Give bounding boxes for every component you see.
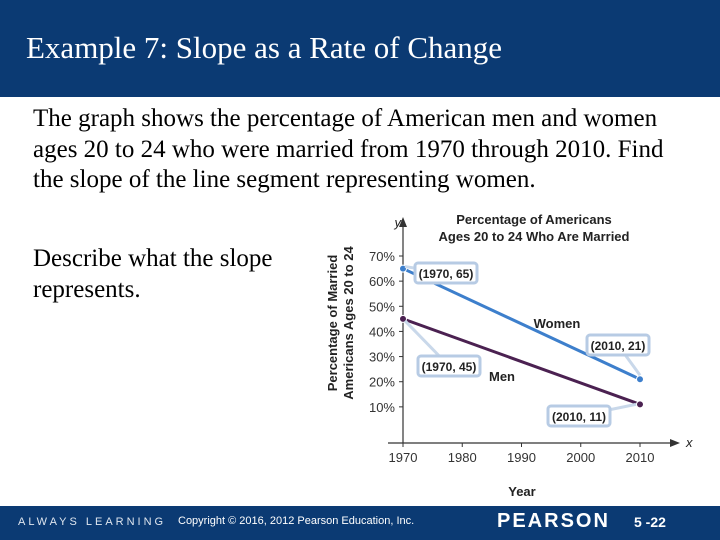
callout-men-1970-box: [416, 354, 482, 378]
x-tick-label: 1980: [448, 450, 477, 465]
y-tick-label: 40%: [369, 324, 395, 339]
y-tick-label: 10%: [369, 400, 395, 415]
y-axis-letter: y: [394, 215, 403, 230]
x-tick-label: 2000: [566, 450, 595, 465]
x-axis-label: Year: [508, 484, 535, 499]
problem-text: The graph shows the percentage of Americ…: [33, 105, 664, 193]
callout-women-2010-box: [585, 333, 651, 357]
chart-title-line: Percentage of Americans: [456, 212, 612, 227]
y-tick-label: 30%: [369, 350, 395, 365]
women-point: [399, 264, 407, 273]
series-label-women: Women: [534, 316, 581, 331]
y-axis-label-line: Americans Ages 20 to 24: [341, 246, 356, 400]
men-line: [402, 317, 641, 406]
callout-men-2010-text: (2010, 11): [552, 410, 606, 424]
slide-title: Example 7: Slope as a Rate of Change: [26, 30, 503, 65]
women-line: [402, 267, 641, 381]
y-tick-label: 20%: [369, 375, 395, 390]
question-text: Describe what the slope represents.: [33, 245, 273, 303]
men-point: [399, 314, 407, 323]
page-number: 5 -22: [634, 514, 666, 530]
callout-women-2010-text: (2010, 21): [591, 339, 646, 353]
pearson-logo: PEARSON: [497, 510, 610, 532]
x-tick-label: 2010: [626, 450, 655, 465]
women-point: [636, 375, 644, 384]
series-label-men: Men: [489, 369, 515, 384]
y-tick-label: 70%: [369, 249, 395, 264]
y-axis-arrow: [399, 217, 407, 227]
y-axis-label-line: Percentage of Married: [325, 255, 340, 392]
title-bar: Example 7: Slope as a Rate of Change: [0, 0, 720, 97]
footer-tagline: ALWAYS LEARNING: [18, 516, 167, 528]
callout-men-1970-text: (1970, 45): [422, 360, 477, 374]
men-point: [636, 400, 644, 409]
y-tick-label: 60%: [369, 274, 395, 289]
callout-women-1970-text: (1970, 65): [419, 267, 474, 281]
callout-men-2010-box: [546, 404, 612, 428]
x-tick-label: 1970: [389, 450, 418, 465]
y-tick-label: 50%: [369, 299, 395, 314]
footer-copyright: Copyright © 2016, 2012 Pearson Education…: [178, 515, 415, 527]
x-axis-letter: x: [685, 435, 693, 450]
married-chart: Percentage of Americans Ages 20 to 24 Who…: [325, 212, 693, 499]
callout-women-1970-box: [413, 261, 479, 285]
x-axis-arrow: [670, 439, 680, 447]
chart-title-line: Ages 20 to 24 Who Are Married: [439, 229, 630, 244]
footer-bar: ALWAYS LEARNING Copyright © 2016, 2012 P…: [0, 506, 720, 540]
x-tick-label: 1990: [507, 450, 536, 465]
